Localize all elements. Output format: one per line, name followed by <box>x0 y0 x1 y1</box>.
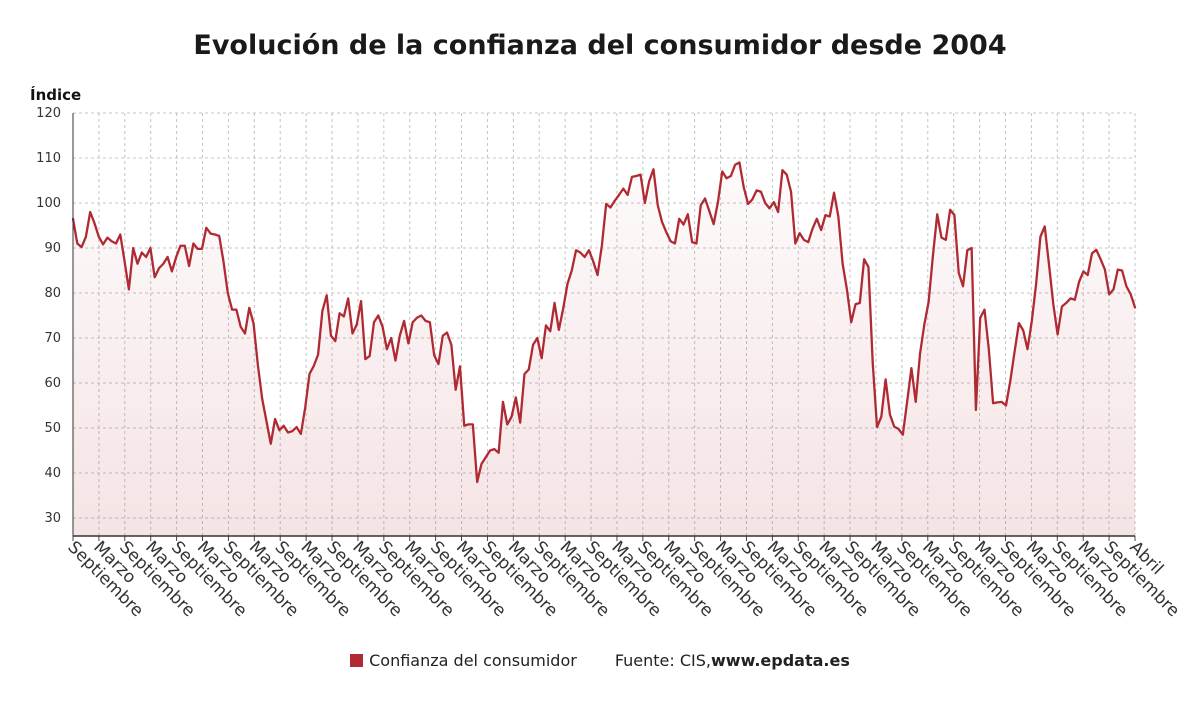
x-axis-ticks: SeptiembreMarzoSeptiembreMarzoSeptiembre… <box>63 537 1183 621</box>
y-tick-label: 50 <box>44 421 61 436</box>
source-link[interactable]: www.epdata.es <box>711 651 850 670</box>
y-tick-label: 100 <box>36 196 61 211</box>
y-tick-label: 110 <box>36 151 61 166</box>
chart-title: Evolución de la confianza del consumidor… <box>193 30 1007 61</box>
y-tick-label: 90 <box>44 241 61 256</box>
y-tick-label: 60 <box>44 376 61 391</box>
legend-swatch <box>350 654 364 667</box>
axes <box>72 113 1136 541</box>
series-area <box>73 162 1135 536</box>
y-tick-label: 30 <box>44 511 61 526</box>
y-tick-label: 70 <box>44 331 61 346</box>
series-line <box>71 161 1137 484</box>
source-prefix: Fuente: CIS, <box>614 651 712 670</box>
legend: Confianza del consumidor Fuente: CIS, ww… <box>0 651 1200 670</box>
legend-label: Confianza del consumidor <box>369 651 577 670</box>
y-axis-ticks: 30 40 50 60 70 80 90 100 110 120 <box>36 106 61 526</box>
y-tick-label: 80 <box>44 286 61 301</box>
y-axis-label: Índice <box>30 85 81 104</box>
y-tick-label: 40 <box>44 466 61 481</box>
y-tick-label: 120 <box>36 106 61 121</box>
series-layer <box>71 161 1137 536</box>
